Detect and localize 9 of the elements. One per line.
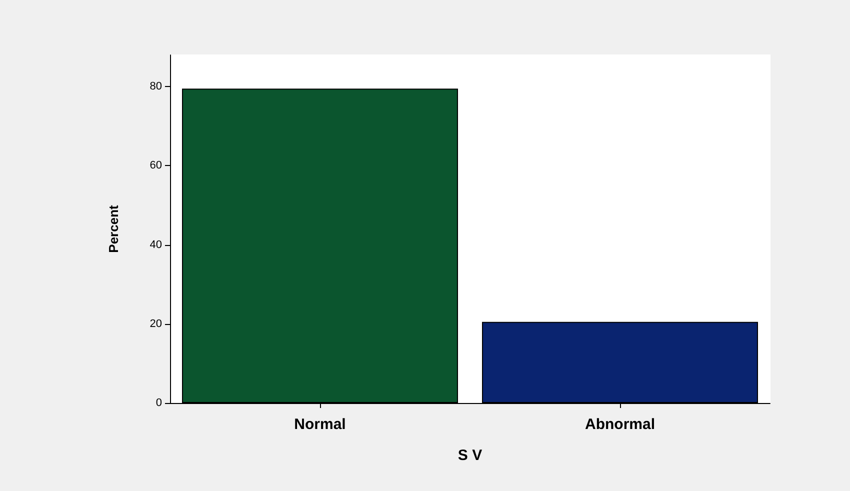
y-tick-label: 80 — [150, 80, 162, 93]
x-axis-title: S V — [458, 447, 482, 464]
y-tick-label: 20 — [150, 318, 162, 330]
y-tick-label: 40 — [150, 238, 162, 251]
y-axis-title: Percent — [106, 204, 121, 253]
y-tick-label: 60 — [150, 160, 162, 172]
y-tick-label: 0 — [156, 397, 162, 409]
x-tick-label: Abnormal — [584, 416, 656, 433]
x-tick-label: Normal — [294, 416, 346, 433]
